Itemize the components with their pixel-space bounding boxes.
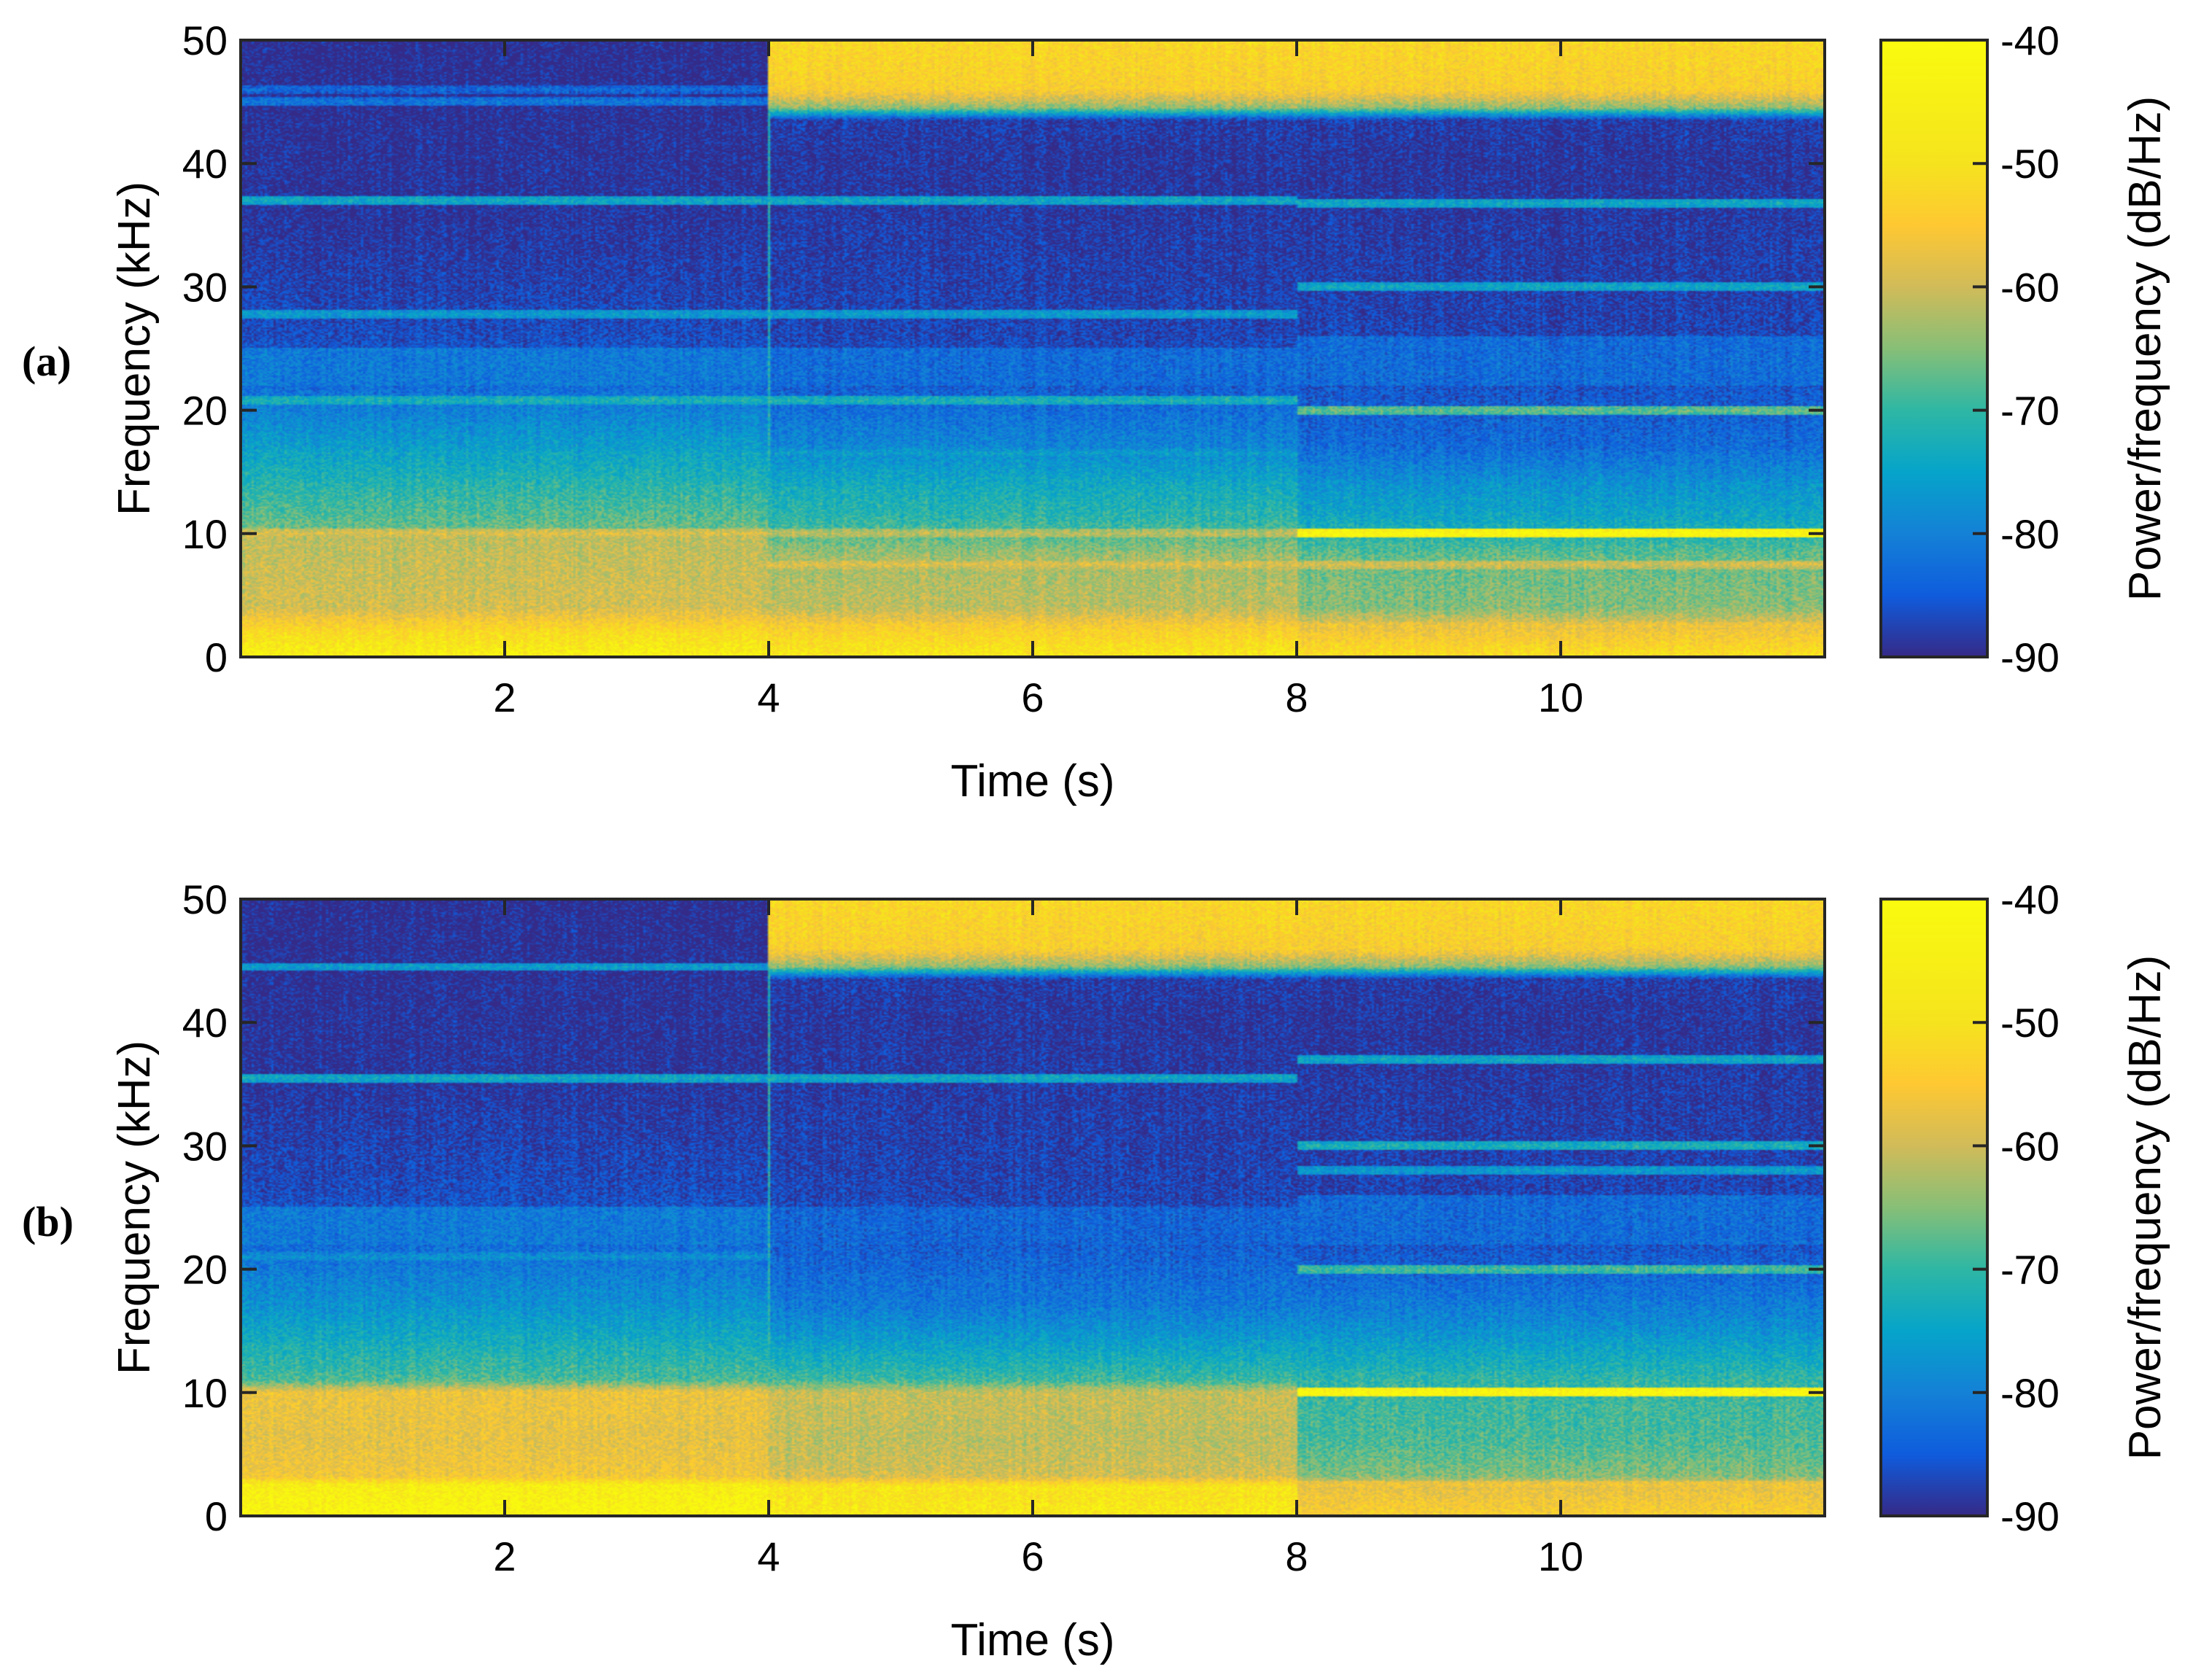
panel-a-x-axis-title: Time (s) [951,756,1115,806]
panel-b-colorbar-tick-label: -70 [2000,1247,2060,1293]
panel-b-colorbar-tick-label: -40 [2000,876,2060,922]
panel-b-y-tick-label: 0 [205,1493,228,1539]
panel-a-y-ticks: 0 10 20 30 40 50 [182,18,1825,680]
panel-b-colorbar-frame [1879,898,1989,1517]
panel-a-x-tick-label: 8 [1285,674,1308,720]
panel-a-y-tick-label: 0 [205,634,228,680]
panel-a-x-ticks: 2 4 6 8 10 [493,40,1583,720]
panel-b-y-axis-title: Frequency (kHz) [109,1041,160,1374]
panel-b-y-tick-label: 50 [182,876,228,922]
panel-a-label: (a) [22,338,71,385]
panel-a-colorbar-tick-label: -40 [2000,18,2060,63]
panel-b-y-tick-label: 40 [182,1000,228,1046]
panel-a-colorbar-ticks: -90 -80 -70 -60 -50 -40 [1973,18,2060,680]
panel-a: (a) 0 10 20 30 40 50 2 4 6 8 10 Time (s) Frequenc… [22,18,2170,806]
panel-b-y-ticks: 0 10 20 30 40 50 [182,876,1825,1539]
panel-b-y-tick-label: 30 [182,1123,228,1169]
panel-b-x-tick-label: 8 [1285,1533,1308,1579]
panel-a-x-tick-label: 4 [757,674,780,720]
panel-a-colorbar-title: Power/frequency (dB/Hz) [2120,96,2170,602]
panel-b-x-tick-label: 2 [493,1533,516,1579]
panel-b-x-tick-label: 4 [757,1533,780,1579]
panel-a-colorbar-tick-label: -90 [2000,634,2060,680]
panel-a-y-tick-label: 50 [182,18,228,63]
panel-b: (b) 0 10 20 30 40 50 2 4 6 8 10 Time (s) Frequenc… [22,876,2170,1665]
panel-a-x-tick-label: 6 [1021,674,1044,720]
panel-b-colorbar [1881,899,1987,1516]
panel-b-y-tick-label: 20 [182,1247,228,1293]
panel-a-y-tick-label: 20 [182,388,228,434]
panel-b-spectrogram [241,899,1825,1516]
panel-a-colorbar-frame [1879,39,1989,658]
panel-a-spectrogram [241,40,1825,657]
panel-a-spectrogram-image [241,40,1825,657]
panel-a-colorbar [1881,40,1987,657]
panel-b-y-tick-label: 10 [182,1370,228,1416]
panel-a-colorbar-tick-label: -50 [2000,141,2060,187]
panel-b-label: (b) [22,1198,74,1245]
panel-a-y-tick-label: 10 [182,511,228,557]
panel-b-colorbar-tick-label: -60 [2000,1123,2060,1169]
panel-a-y-tick-label: 40 [182,141,228,187]
panel-b-colorbar-tick-label: -80 [2000,1370,2060,1416]
panel-a-colorbar-tick-label: -60 [2000,264,2060,310]
panel-b-colorbar-tick-label: -90 [2000,1493,2060,1539]
panel-b-x-axis-title: Time (s) [951,1615,1115,1665]
panel-a-x-tick-label: 10 [1538,674,1583,720]
panel-b-colorbar-title: Power/frequency (dB/Hz) [2120,955,2170,1461]
panel-b-colorbar-tick-label: -50 [2000,1000,2060,1046]
panel-a-x-tick-label: 2 [493,674,516,720]
panel-a-colorbar-tick-label: -80 [2000,511,2060,557]
panel-b-colorbar-ticks: -90 -80 -70 -60 -50 -40 [1973,876,2060,1539]
panel-b-spectrogram-image [241,899,1825,1516]
panel-b-x-tick-label: 6 [1021,1533,1044,1579]
panel-a-y-axis-title: Frequency (kHz) [109,182,160,516]
panel-b-x-ticks: 2 4 6 8 10 [493,899,1583,1579]
panel-b-x-tick-label: 10 [1538,1533,1583,1579]
panel-a-y-tick-label: 30 [182,264,228,310]
panel-a-colorbar-tick-label: -70 [2000,388,2060,434]
